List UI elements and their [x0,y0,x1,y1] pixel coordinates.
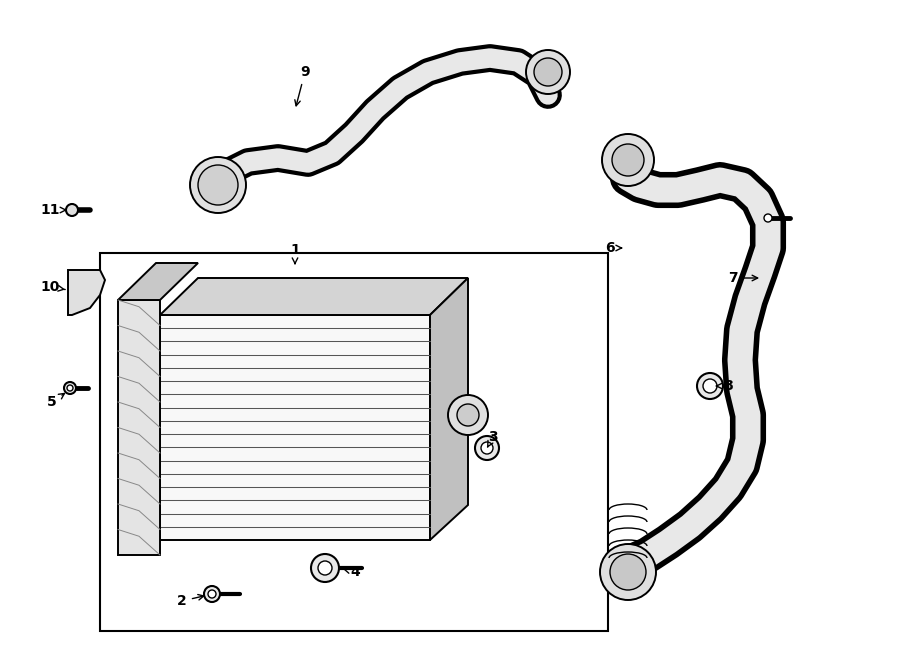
Circle shape [66,204,78,216]
Circle shape [448,395,488,435]
Circle shape [534,58,562,86]
Text: 11: 11 [40,203,66,217]
Circle shape [67,385,73,391]
Bar [100,253,608,631]
Circle shape [600,544,656,600]
Polygon shape [160,315,430,540]
Circle shape [764,214,772,222]
Text: 7: 7 [728,271,758,285]
Polygon shape [430,278,468,540]
Text: 9: 9 [295,65,310,106]
Text: 10: 10 [40,280,65,294]
Text: 5: 5 [47,393,65,409]
Circle shape [612,144,644,176]
Text: 6: 6 [605,241,622,255]
Polygon shape [118,263,198,300]
Circle shape [526,50,570,94]
Circle shape [204,586,220,602]
Circle shape [208,590,216,598]
Text: 3: 3 [488,430,498,447]
Circle shape [475,436,499,460]
Circle shape [318,561,332,575]
Text: 2: 2 [177,594,203,608]
Circle shape [64,382,76,394]
Circle shape [602,134,654,186]
Text: 8: 8 [716,379,733,393]
Polygon shape [118,300,160,555]
Circle shape [703,379,717,393]
Circle shape [457,404,479,426]
Text: 4: 4 [344,565,360,579]
Circle shape [481,442,493,454]
Polygon shape [68,270,105,315]
Circle shape [697,373,723,399]
Circle shape [190,157,246,213]
Circle shape [311,554,339,582]
Text: 1: 1 [290,243,300,264]
Polygon shape [160,278,468,315]
Circle shape [198,165,238,205]
Circle shape [610,554,646,590]
